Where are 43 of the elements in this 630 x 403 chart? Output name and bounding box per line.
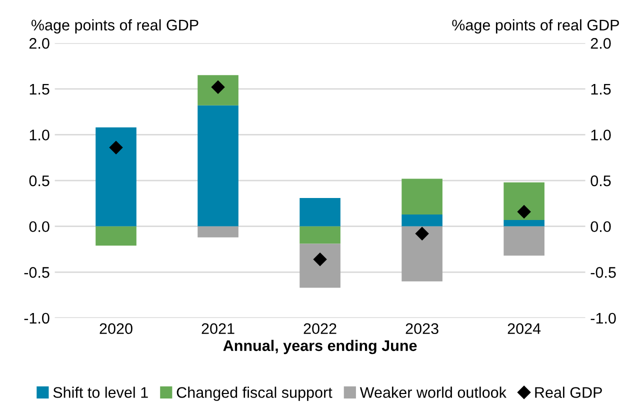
bar [198, 226, 238, 238]
point [109, 140, 123, 154]
bar [504, 220, 544, 226]
y-tick-label: 0.0 [29, 221, 50, 232]
bar [504, 182, 544, 220]
bar [504, 226, 544, 256]
x-tick-label: 2022 [304, 323, 336, 334]
y2-tick-label: -0.5 [590, 267, 616, 278]
bar [96, 226, 136, 246]
x-tick-label: 2021 [202, 323, 234, 334]
bar [402, 226, 442, 282]
y2-tick-label: 0.5 [590, 175, 611, 186]
bar [300, 226, 340, 244]
y-tick-label: 2.0 [29, 38, 50, 49]
y2-tick-label: -1.0 [590, 312, 616, 324]
legend-label: Weaker world outlook [360, 386, 506, 398]
bar [300, 198, 340, 226]
legend-label: Changed fiscal support [176, 386, 332, 401]
y-tick-label: -1.0 [24, 312, 50, 324]
y2-tick-label: 1.0 [591, 130, 611, 140]
x-tick-label: 2023 [406, 323, 438, 334]
point [517, 205, 531, 218]
y2-tick-label: 2.0 [590, 38, 611, 49]
y-axis-title: %age points of real GDP [31, 19, 198, 34]
bar [96, 127, 136, 226]
y-tick-label: -0.5 [24, 267, 50, 278]
y-tick-label: 0.5 [29, 175, 50, 186]
x-tick-label: 2020 [100, 323, 132, 334]
bar [198, 105, 238, 226]
bar [402, 178, 442, 214]
x-tick-label: 2024 [508, 323, 541, 334]
y2-tick-label: 0.0 [590, 221, 611, 232]
y2-tick-label: 1.5 [591, 84, 611, 95]
y-tick-label: 1.0 [30, 130, 50, 140]
point [415, 227, 429, 240]
y2-axis-title: %age points of real GDP [452, 19, 619, 34]
bar [300, 244, 340, 288]
bar [198, 75, 238, 106]
y-tick-label: 1.5 [30, 84, 50, 95]
legend-label: Real GDP [535, 386, 602, 398]
x-axis-title: Annual, years ending June [223, 340, 417, 354]
bar [402, 214, 442, 226]
legend-label: Shift to level 1 [53, 386, 148, 398]
